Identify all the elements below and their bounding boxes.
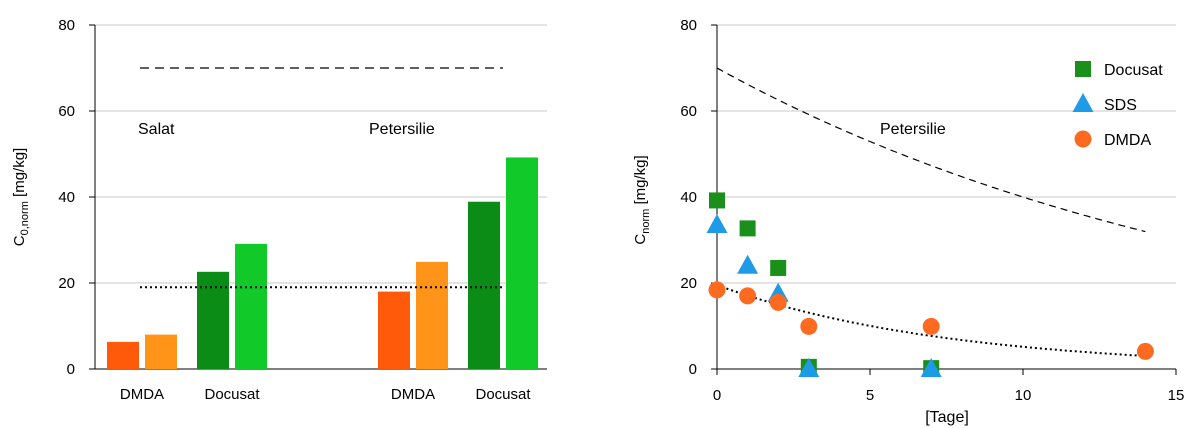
legend-marker <box>1075 61 1091 77</box>
annotation-salat: Salat <box>138 121 175 138</box>
dmda-point <box>739 287 757 305</box>
y-tick-label: 40 <box>680 189 697 206</box>
y-tick-label: 0 <box>67 361 75 378</box>
y-tick-label: 40 <box>58 189 75 206</box>
bar <box>506 157 538 369</box>
legend-label: SDS <box>1104 97 1137 114</box>
bar <box>235 243 267 369</box>
scatter-chart: 0 20 40 60 80 0 5 10 15 Petersilie Docusat SDS DMDA [… <box>632 17 1184 426</box>
bar <box>197 271 229 369</box>
dmda-point <box>769 293 787 311</box>
y-tick-label: 60 <box>680 103 697 120</box>
decay-curve-dashed <box>716 67 1146 233</box>
x-axis-label: [Tage] <box>925 409 969 426</box>
y-tick-label: 20 <box>58 275 75 292</box>
y-tick-label: 60 <box>58 103 75 120</box>
sds-point <box>737 254 759 274</box>
annotation-petersilie: Petersilie <box>880 121 946 138</box>
y-tick-label: 0 <box>689 361 697 378</box>
dmda-point <box>1136 342 1154 360</box>
annotation-petersilie: Petersilie <box>369 121 435 138</box>
y-tick-label: 20 <box>680 275 697 292</box>
x-category-label: DMDA <box>120 386 164 403</box>
docusat-point <box>770 259 787 276</box>
bar <box>107 341 139 369</box>
dmda-point <box>922 317 940 335</box>
y-axis-label: C0,norm [mg/kg] <box>11 148 31 246</box>
decay-curve-dotted <box>716 284 1146 357</box>
y-axis-label: Cnorm [mg/kg] <box>632 155 652 244</box>
legend-marker <box>1074 130 1092 148</box>
sds-point <box>706 213 728 233</box>
legend-label: Docusat <box>1104 62 1163 79</box>
dmda-point <box>800 317 818 335</box>
x-tick-label: 5 <box>866 387 874 404</box>
sds-point <box>798 358 820 377</box>
dmda-point <box>708 281 726 299</box>
bar <box>378 291 410 369</box>
bar <box>468 201 500 369</box>
bar <box>416 261 448 369</box>
bar <box>145 334 177 369</box>
x-category-label: Docusat <box>204 386 260 403</box>
x-tick-label: 15 <box>1168 387 1185 404</box>
x-category-label: DMDA <box>391 386 435 403</box>
docusat-point <box>739 220 756 237</box>
x-tick-label: 10 <box>1015 387 1032 404</box>
bar-chart: 0 20 40 60 80 DMDA Docusat DMDA Docusat Salat Pete… <box>11 17 547 403</box>
legend-marker <box>1072 93 1094 112</box>
x-category-label: Docusat <box>475 386 531 403</box>
sds-point <box>920 358 942 377</box>
y-tick-label: 80 <box>58 17 75 34</box>
y-tick-label: 80 <box>680 17 697 34</box>
x-tick-label: 0 <box>713 387 721 404</box>
legend-label: DMDA <box>1104 132 1151 149</box>
docusat-point <box>709 192 725 209</box>
